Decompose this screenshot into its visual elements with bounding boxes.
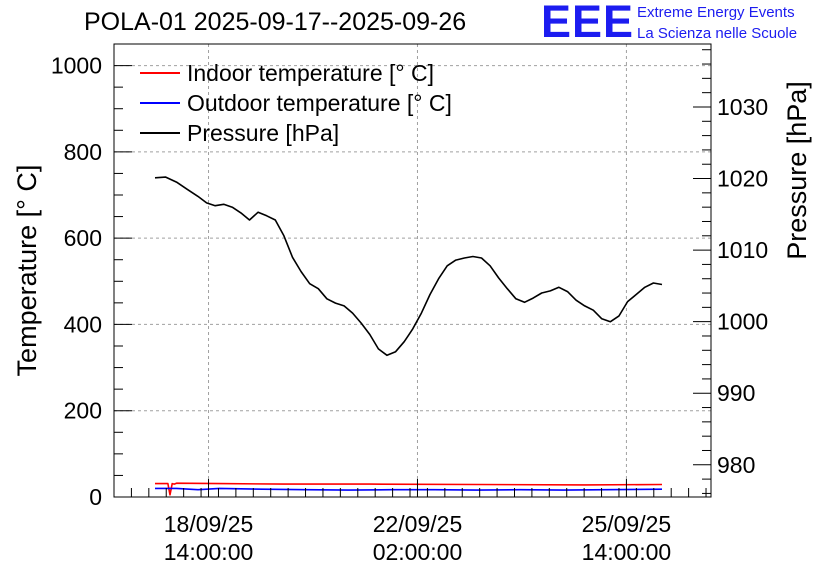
y2-tick-label: 1010 — [717, 237, 768, 263]
legend[interactable]: Indoor temperature [° C] Outdoor temperat… — [140, 60, 452, 146]
y2-tick-label: 1000 — [717, 309, 768, 335]
x-tick-label: 25/09/25 — [582, 511, 672, 537]
chart-title: POLA-01 2025-09-17--2025-09-26 — [84, 8, 467, 36]
y-tick-label: 200 — [64, 398, 102, 424]
y2-tick-label: 1020 — [717, 166, 768, 192]
x-tick-label-time: 02:00:00 — [373, 539, 463, 565]
series-line-2 — [155, 487, 663, 491]
x-tick-label: 22/09/25 — [373, 511, 463, 537]
y-tick-label: 600 — [64, 225, 102, 251]
org-subtitle: La Scienza nelle Scuole — [637, 25, 798, 42]
x-tick-label: 18/09/25 — [164, 511, 254, 537]
series-group — [154, 176, 663, 496]
legend-label-3: Pressure [hPa] — [187, 120, 339, 146]
x-tick-label-time: 14:00:00 — [164, 539, 254, 565]
y2-tick-label: 1030 — [717, 94, 768, 120]
series-line-3 — [154, 176, 663, 357]
axes: 0 200 400 600 800 1000 980 990 1000 1010 1020 1030 1… — [12, 43, 812, 565]
y-tick-label: 0 — [89, 484, 102, 510]
y2-tick-label: 980 — [717, 452, 755, 478]
legend-label-2: Outdoor temperature [° C] — [187, 90, 452, 116]
eee-logo: EEE — [541, 0, 635, 47]
series-line-1 — [155, 482, 663, 496]
org-name: Extreme Energy Events — [637, 4, 795, 21]
y-tick-label: 1000 — [51, 53, 102, 79]
y-tick-label: 800 — [64, 139, 102, 165]
plot-frame — [113, 43, 712, 498]
y2-tick-label: 990 — [717, 380, 755, 406]
legend-label-1: Indoor temperature [° C] — [187, 60, 434, 86]
y-axis-title: Temperature [° C] — [12, 165, 42, 377]
x-tick-label-time: 14:00:00 — [582, 539, 672, 565]
y2-axis-title: Pressure [hPa] — [782, 81, 812, 260]
y-tick-label: 400 — [64, 311, 102, 337]
